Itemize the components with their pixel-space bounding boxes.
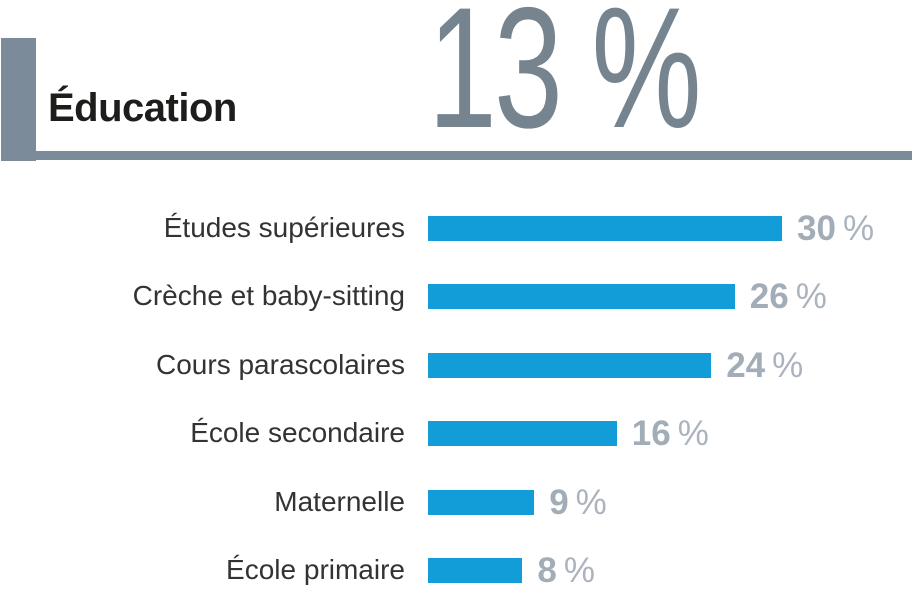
value-bar — [428, 284, 735, 310]
value-unit: % — [575, 482, 607, 522]
category-label: Études supérieures — [163, 211, 405, 243]
bar-row: Maternelle 9% — [0, 468, 912, 537]
value-unit: % — [563, 551, 595, 590]
value-number: 9 — [549, 482, 569, 522]
bar-chart: Études supérieures 30% Crèche et baby-sitt… — [0, 160, 912, 590]
value-bar — [428, 558, 523, 584]
bar-row: Études supérieures 30% — [0, 194, 912, 263]
value-number: 24 — [726, 345, 766, 385]
category-label: École primaire — [226, 554, 405, 586]
value-unit: % — [842, 208, 875, 248]
bar-row: Crèche et baby-sitting 26% — [0, 263, 912, 332]
value-label: 30% — [797, 211, 874, 246]
headline-percentage: 13 % — [428, 0, 702, 164]
value-bar — [428, 352, 712, 378]
bar-cell: 30% — [405, 211, 912, 246]
header-accent-vertical-bar — [1, 38, 36, 161]
value-number: 26 — [749, 277, 789, 317]
value-unit: % — [795, 277, 827, 317]
bar-rows: Études supérieures 30% Crèche et baby-sitt… — [0, 194, 912, 590]
category-label: Cours parascolaires — [156, 348, 405, 380]
value-label: 24% — [726, 348, 803, 383]
bar-cell: 16% — [405, 416, 912, 451]
value-bar — [428, 489, 535, 515]
value-unit: % — [772, 345, 804, 385]
category-label: Crèche et baby-sitting — [132, 280, 405, 312]
value-label: 9% — [549, 485, 607, 520]
value-label: 8% — [537, 553, 595, 588]
category-label: Maternelle — [274, 485, 405, 517]
value-number: 16 — [631, 414, 671, 454]
bar-row: Cours parascolaires 24% — [0, 331, 912, 400]
bar-cell: 26% — [405, 279, 912, 314]
value-bar — [428, 421, 617, 447]
value-label: 16% — [632, 416, 709, 451]
value-unit: % — [677, 414, 709, 454]
category-label: École secondaire — [190, 417, 405, 449]
value-number: 8 — [537, 551, 557, 590]
header-divider-line — [36, 151, 912, 160]
bar-cell: 8% — [405, 553, 912, 588]
section-title: Éducation — [48, 86, 237, 130]
bar-row: École secondaire 16% — [0, 400, 912, 469]
value-number: 30 — [797, 208, 836, 248]
bar-cell: 9% — [405, 485, 912, 520]
value-label: 26% — [750, 279, 827, 314]
bar-row: École primaire 8% — [0, 537, 912, 590]
bar-cell: 24% — [405, 348, 912, 383]
value-bar — [428, 215, 782, 241]
